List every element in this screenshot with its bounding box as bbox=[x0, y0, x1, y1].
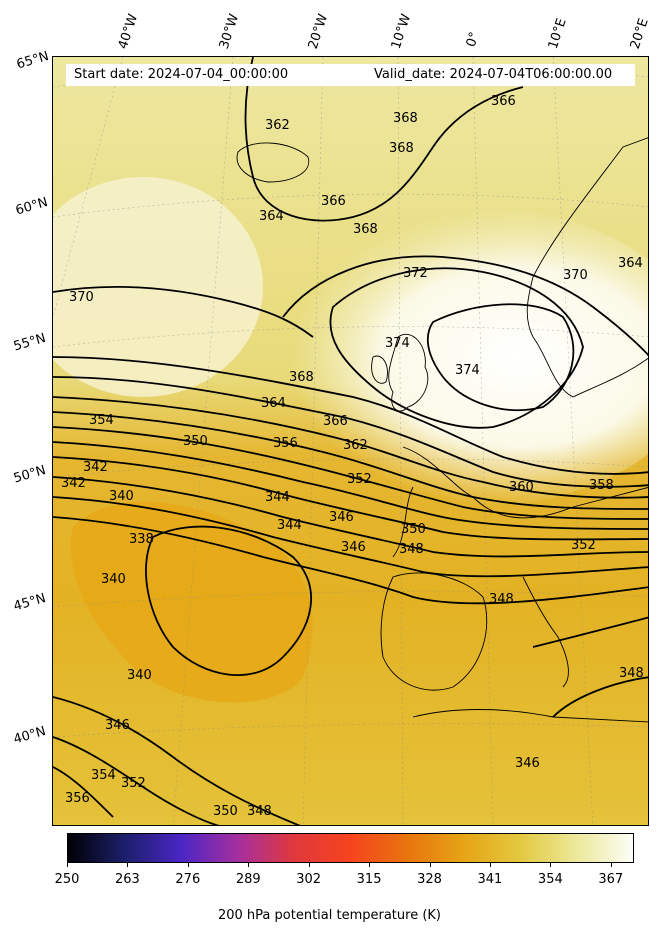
contour-label: 366 bbox=[321, 194, 346, 209]
colorbar-label: 200 hPa potential temperature (K) bbox=[217, 908, 441, 923]
colorbar-tick-label: 276 bbox=[175, 872, 201, 887]
header-bar bbox=[66, 64, 635, 86]
colorbar-tick-label: 302 bbox=[296, 872, 322, 887]
lat-label: 40°N bbox=[12, 723, 48, 748]
cold-pool bbox=[71, 501, 313, 703]
scandinavia bbox=[526, 137, 648, 398]
iceland bbox=[236, 142, 310, 183]
africa-coast bbox=[412, 709, 648, 723]
contour-label: 364 bbox=[261, 396, 286, 411]
colorbar-tickmark bbox=[429, 863, 431, 867]
contour-label: 362 bbox=[343, 438, 368, 453]
colorbar-tickmark bbox=[127, 863, 129, 867]
lat-label: 50°N bbox=[12, 462, 48, 487]
contour-label: 350 bbox=[183, 434, 208, 449]
lat-label: 60°N bbox=[14, 194, 50, 219]
colorbar-tick-label: 263 bbox=[114, 872, 140, 887]
lon-label: 10°W bbox=[388, 12, 415, 51]
contour-label: 352 bbox=[571, 538, 596, 553]
contour-label: 342 bbox=[83, 460, 108, 475]
contour-label: 340 bbox=[101, 572, 126, 587]
contour-label: 348 bbox=[247, 804, 272, 819]
contour-label: 348 bbox=[489, 592, 514, 607]
contour-label: 352 bbox=[121, 776, 146, 791]
contour-label: 364 bbox=[259, 209, 284, 224]
contour-label: 374 bbox=[455, 363, 480, 378]
colorbar-tickmark bbox=[248, 863, 250, 867]
colorbar-tick-label: 328 bbox=[417, 872, 442, 887]
contour-label: 368 bbox=[389, 141, 414, 156]
colorbar-tick-label: 250 bbox=[54, 872, 80, 887]
contour-label: 348 bbox=[619, 666, 644, 681]
colorbar-tickmark bbox=[610, 863, 612, 867]
map[interactable]: 370 368 368 368 366 366 362 364 364 370 … bbox=[52, 56, 649, 826]
contour-label: 372 bbox=[403, 266, 428, 281]
contour-label: 360 bbox=[509, 480, 534, 495]
contour-label: 368 bbox=[393, 111, 418, 126]
lon-label: 10°E bbox=[545, 16, 570, 51]
start-date: Start date: 2024-07-04_00:00:00 bbox=[74, 67, 289, 82]
lat-label: 65°N bbox=[15, 48, 51, 73]
contour-label: 362 bbox=[265, 118, 290, 133]
colorbar-tickmark bbox=[308, 863, 310, 867]
contour-label: 346 bbox=[341, 540, 366, 555]
contour-label: 350 bbox=[401, 522, 426, 537]
contour-labels: 370 368 368 368 366 366 362 364 364 370 … bbox=[61, 94, 644, 819]
warm-region bbox=[243, 207, 648, 507]
contour-label: 374 bbox=[385, 336, 410, 351]
colorbar-tick-label: 315 bbox=[356, 872, 382, 887]
contour-label: 346 bbox=[105, 718, 130, 733]
contour-label: 368 bbox=[353, 222, 378, 237]
colorbar-tick-label: 341 bbox=[477, 872, 503, 887]
colorbar-tick-label: 367 bbox=[598, 872, 624, 887]
contour-label: 346 bbox=[329, 510, 354, 525]
contour-label: 340 bbox=[127, 668, 152, 683]
colorbar-tick-label: 289 bbox=[235, 872, 261, 887]
iberia bbox=[380, 572, 488, 691]
lat-label: 45°N bbox=[12, 590, 48, 615]
contour-label: 364 bbox=[618, 256, 643, 271]
contour-label: 344 bbox=[265, 490, 290, 505]
contour-label: 340 bbox=[109, 489, 134, 504]
contour-label: 368 bbox=[289, 370, 314, 385]
lat-label: 55°N bbox=[12, 330, 48, 355]
lon-label: 20°W bbox=[305, 12, 332, 51]
contour-label: 366 bbox=[323, 414, 348, 429]
colorbar-tickmark bbox=[489, 863, 491, 867]
britain bbox=[388, 334, 429, 412]
valid-date: Valid_date: 2024-07-04T06:00:00.00 bbox=[374, 67, 613, 82]
warm-region-west bbox=[53, 177, 263, 397]
colorbar-tickmark bbox=[550, 863, 552, 867]
colorbar bbox=[67, 833, 634, 863]
lon-label: 30°W bbox=[216, 12, 243, 51]
contour-label: 358 bbox=[589, 478, 614, 493]
contour-label: 354 bbox=[91, 768, 116, 783]
contour-label: 346 bbox=[515, 756, 540, 771]
colorbar-tick-label: 354 bbox=[537, 872, 563, 887]
colorbar-tickmark bbox=[67, 863, 68, 867]
colorbar-tickmark bbox=[187, 863, 189, 867]
contours bbox=[53, 57, 648, 825]
contour-label: 370 bbox=[69, 290, 94, 305]
contour-label: 370 bbox=[563, 268, 588, 283]
contour-label: 338 bbox=[129, 532, 154, 547]
lon-label: 40°W bbox=[115, 12, 142, 51]
lon-label: 20°E bbox=[627, 16, 652, 51]
contour-label: 350 bbox=[213, 804, 238, 819]
contour-label: 356 bbox=[65, 791, 90, 806]
italy bbox=[522, 576, 569, 688]
contour-label: 344 bbox=[277, 518, 302, 533]
ireland bbox=[371, 355, 388, 384]
lon-label: 0° bbox=[463, 30, 483, 49]
colorbar-tickmark bbox=[369, 863, 371, 867]
contour-label: 356 bbox=[273, 436, 298, 451]
contour-label: 352 bbox=[347, 472, 372, 487]
contour-label: 354 bbox=[89, 413, 114, 428]
contour-label: 366 bbox=[491, 94, 516, 109]
contour-label: 342 bbox=[61, 476, 86, 491]
contour-label: 348 bbox=[399, 542, 424, 557]
